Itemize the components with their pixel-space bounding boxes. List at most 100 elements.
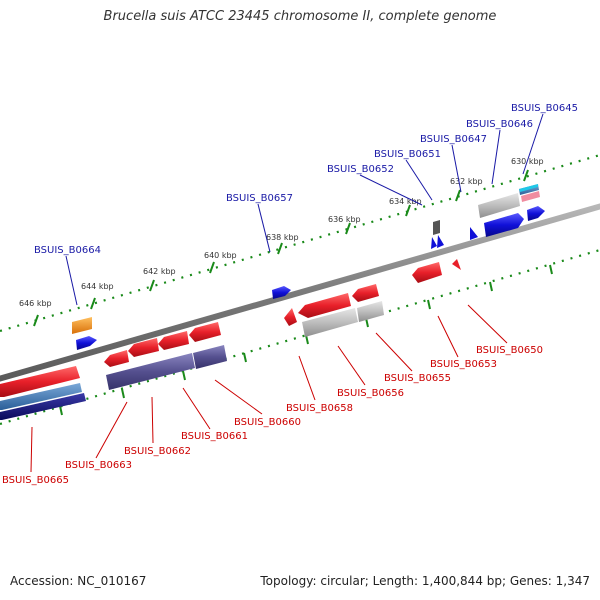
red-gene-arrow xyxy=(452,259,461,270)
gene-label[interactable]: BSUIS_B0655 xyxy=(384,373,451,384)
leader-line xyxy=(522,113,544,175)
kbp-label: 638 kbp xyxy=(266,233,299,242)
kbp-label: 632 kbp xyxy=(450,177,483,186)
major-tick xyxy=(523,169,529,182)
red-gene-arrow xyxy=(158,331,189,350)
leader-line xyxy=(95,401,128,459)
leader-line xyxy=(451,144,462,193)
leader-line xyxy=(214,379,263,415)
blue-gene-arrow xyxy=(437,235,444,248)
major-tick xyxy=(277,242,283,255)
leader-line xyxy=(405,159,433,201)
pink-feature xyxy=(521,191,540,202)
leader-line xyxy=(359,174,423,206)
leader-line xyxy=(337,345,366,386)
major-tick xyxy=(182,370,186,381)
red-gene-arrow xyxy=(284,308,297,326)
red-gene-arrow xyxy=(189,322,221,342)
accession-text: Accession: NC_010167 xyxy=(10,574,147,588)
forward-gene-labels: BSUIS_B0645 BSUIS_B0646 BSUIS_B0647 BSUI… xyxy=(34,103,578,256)
gene-label[interactable]: BSUIS_B0661 xyxy=(181,431,248,442)
grey-gene-block xyxy=(478,193,520,218)
gene-label[interactable]: BSUIS_B0647 xyxy=(420,134,487,145)
major-tick xyxy=(121,388,125,399)
grey-feature xyxy=(433,220,440,235)
gene-label[interactable]: BSUIS_B0663 xyxy=(65,460,132,471)
genome-backbone xyxy=(0,203,600,382)
blue-gene-arrow xyxy=(470,227,478,240)
kbp-label: 642 kbp xyxy=(143,267,176,276)
blue-gene-arrow xyxy=(76,336,97,350)
gene-label[interactable]: BSUIS_B0645 xyxy=(511,103,578,114)
major-tick xyxy=(209,261,215,274)
forward-tick-track xyxy=(0,153,600,333)
kbp-label: 634 kbp xyxy=(389,197,422,206)
red-gene-arrow xyxy=(0,366,80,397)
gene-label[interactable]: BSUIS_B0665 xyxy=(2,475,69,486)
steel-feature xyxy=(0,383,82,410)
major-tick xyxy=(455,189,461,202)
forward-leaders xyxy=(65,113,544,306)
orange-feature xyxy=(72,317,92,334)
map-title: Brucella suis ATCC 23445 chromosome II, … xyxy=(103,9,497,24)
blue-gene-arrow xyxy=(484,213,524,237)
gene-label[interactable]: BSUIS_B0651 xyxy=(374,149,441,160)
major-tick xyxy=(549,264,553,275)
major-tick xyxy=(33,314,39,327)
navy-gene-block xyxy=(106,353,195,390)
blue-gene-arrow xyxy=(431,237,437,249)
reverse-features xyxy=(0,259,461,420)
gene-label[interactable]: BSUIS_B0646 xyxy=(466,119,533,130)
forward-tick-dots xyxy=(0,153,600,333)
major-tick xyxy=(90,297,96,310)
kbp-label: 644 kbp xyxy=(81,282,114,291)
gene-label[interactable]: BSUIS_B0662 xyxy=(124,446,191,457)
red-gene-arrow xyxy=(352,284,379,302)
red-gene-arrow xyxy=(298,293,351,318)
grey-gene-block xyxy=(302,308,358,337)
gene-label[interactable]: BSUIS_B0656 xyxy=(337,388,404,399)
gene-label[interactable]: BSUIS_B0652 xyxy=(327,164,394,175)
gene-label[interactable]: BSUIS_B0653 xyxy=(430,359,497,370)
gene-label[interactable]: BSUIS_B0650 xyxy=(476,345,543,356)
blue-gene-arrow xyxy=(527,206,545,221)
red-gene-arrow xyxy=(412,262,442,283)
major-tick xyxy=(149,279,155,292)
gene-label[interactable]: BSUIS_B0664 xyxy=(34,245,101,256)
leader-line xyxy=(30,426,33,473)
major-tick xyxy=(427,299,431,310)
reverse-leaders xyxy=(30,304,508,473)
red-gene-arrow xyxy=(128,338,159,357)
kbp-labels: 630 kbp 632 kbp 634 kbp 636 kbp 638 kbp … xyxy=(19,157,544,308)
gene-label[interactable]: BSUIS_B0657 xyxy=(226,193,293,204)
leader-line xyxy=(257,203,271,253)
kbp-label: 646 kbp xyxy=(19,299,52,308)
major-tick xyxy=(243,352,247,363)
major-tick xyxy=(405,204,411,217)
kbp-label: 636 kbp xyxy=(328,215,361,224)
gene-label[interactable]: BSUIS_B0660 xyxy=(234,417,301,428)
leader-line xyxy=(298,355,316,401)
forward-features xyxy=(72,184,545,350)
leader-line xyxy=(375,332,413,372)
blue-gene-arrow xyxy=(272,286,291,299)
red-gene-arrow xyxy=(104,350,129,367)
leader-line xyxy=(467,304,508,344)
major-tick xyxy=(59,405,63,416)
leader-line xyxy=(65,255,78,306)
leader-line xyxy=(182,387,211,430)
major-tick xyxy=(345,222,351,235)
major-tick xyxy=(489,281,493,292)
kbp-label: 640 kbp xyxy=(204,251,237,260)
grey-gene-block xyxy=(357,301,384,322)
gene-label[interactable]: BSUIS_B0658 xyxy=(286,403,353,414)
navy-feature xyxy=(0,393,86,420)
navy-gene-block xyxy=(193,345,227,369)
leader-line xyxy=(437,315,459,358)
leader-line xyxy=(151,396,154,444)
leader-line xyxy=(491,129,501,185)
reverse-gene-labels: BSUIS_B0650 BSUIS_B0653 BSUIS_B0655 BSUI… xyxy=(2,345,543,486)
cyan-feature-top xyxy=(519,184,538,192)
topology-text: Topology: circular; Length: 1,400,844 bp… xyxy=(260,574,590,588)
